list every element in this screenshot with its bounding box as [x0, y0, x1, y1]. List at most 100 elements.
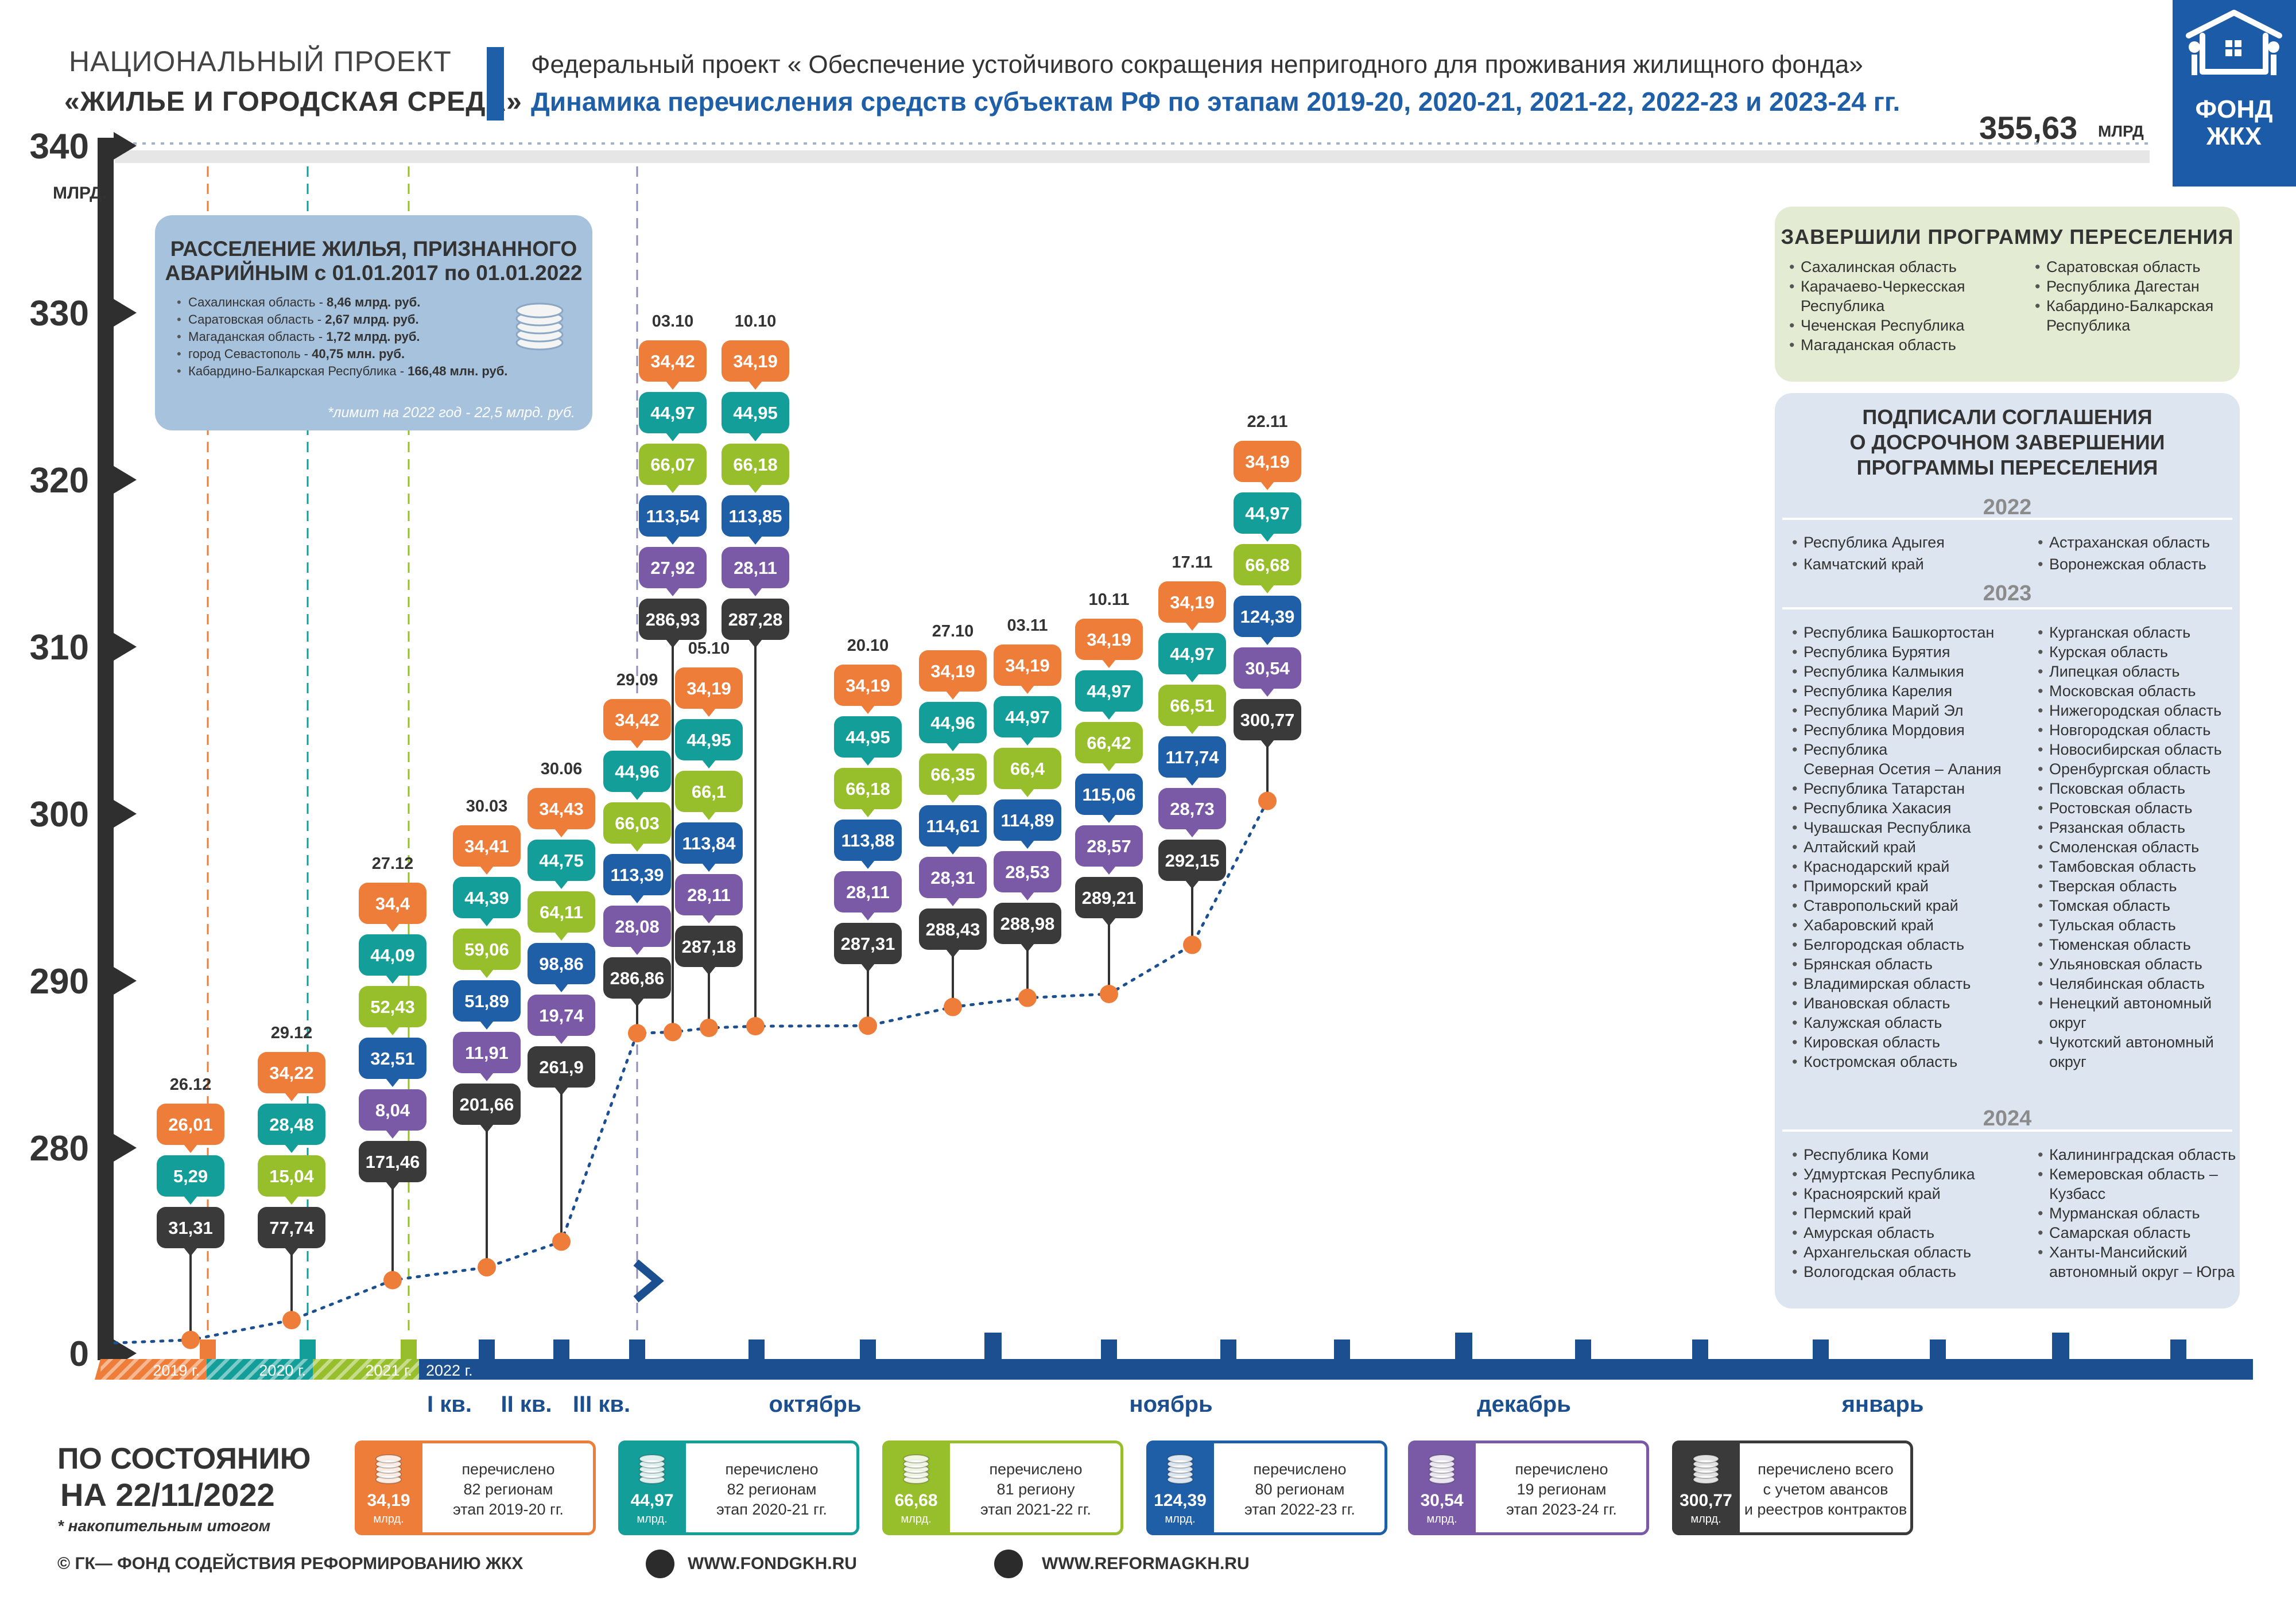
signed-region: Краснодарский край	[1792, 857, 1949, 876]
legend-description-line: перечислено	[989, 1461, 1083, 1478]
stack-value-box	[639, 340, 707, 382]
completed-region: Карачаево-Черкесская	[1789, 277, 1965, 296]
stack-box-pointer	[554, 1035, 568, 1044]
stack-box-pointer	[630, 895, 644, 903]
signed-region: Курганская область	[2038, 623, 2190, 642]
stack-value-label: 287,31	[841, 934, 895, 954]
stack-value-box	[722, 444, 789, 485]
signed-region: Республика Марий Эл	[1792, 701, 1963, 720]
cumulative-point	[746, 1017, 765, 1036]
stack-box-pointer	[666, 433, 680, 441]
legend-swatch: 44,97 млрд.	[618, 1440, 686, 1535]
signed-region: Республика Адыгея	[1792, 533, 1945, 552]
stack-value-box	[919, 857, 987, 898]
timeline-tick	[1575, 1339, 1591, 1359]
stack-value-box	[834, 820, 902, 861]
stack-value-label: 98,86	[539, 954, 584, 974]
stack-box-pointer	[480, 1124, 494, 1133]
resettle-item-name: город Севастополь -	[188, 347, 312, 361]
stack-value-label: 66,07	[650, 455, 695, 475]
stack-value-box	[722, 599, 789, 640]
stack-value-label: 66,35	[930, 764, 975, 785]
completed-region: Саратовская область	[2035, 257, 2200, 277]
stack-value-box	[1234, 544, 1301, 585]
legend-value: 34,19	[367, 1491, 410, 1510]
legend-description-line: этап 2021-22 гг.	[980, 1501, 1091, 1518]
chevron-right-icon	[633, 1259, 664, 1303]
chart-subtitle: Динамика перечисления средств субъектам …	[531, 87, 1901, 117]
timeline-cap	[95, 1359, 100, 1380]
resettle-note: *лимит на 2022 год - 22,5 млрд. руб.	[327, 405, 575, 421]
cumulative-point	[700, 1019, 718, 1038]
site-link-fondgkh[interactable]: WWW.FONDGKH.RU	[688, 1554, 857, 1573]
stack-value-box	[722, 392, 789, 433]
stack-value-box	[157, 1104, 224, 1145]
legend-description-line: этап 2019-20 гг.	[453, 1501, 564, 1518]
stack-value-label: 34,19	[930, 661, 975, 681]
stack-value-box	[359, 934, 426, 976]
resettle-item-name: Сахалинская область -	[188, 295, 327, 309]
timeline-hatch	[207, 1359, 313, 1380]
signed-region: Белгородская область	[1792, 935, 1964, 954]
stack-value-label: 31,31	[168, 1218, 213, 1238]
divider-2024-top	[1782, 1129, 2232, 1132]
timeline-tick	[2052, 1333, 2069, 1359]
legend-description-line: этап 2020-21 гг.	[716, 1501, 827, 1518]
y-tick-label: 340	[30, 127, 89, 166]
y-tick-label: 330	[30, 294, 89, 333]
stack-box-pointer	[1021, 737, 1034, 746]
signed-region: Тамбовская область	[2038, 857, 2196, 876]
stack-value-box	[994, 748, 1061, 789]
y-tick-label: 290	[30, 962, 89, 1001]
quarter-label: III кв.	[573, 1392, 630, 1417]
month-label: ноябрь	[1129, 1392, 1212, 1417]
stack-date-label: 10.11	[1089, 591, 1130, 609]
stack-value-label: 34,19	[733, 351, 778, 371]
stack-box-pointer	[946, 846, 960, 855]
legend-value: 66,68	[894, 1491, 938, 1510]
stack-value-label: 28,48	[269, 1115, 314, 1135]
stack-box-pointer	[554, 984, 568, 992]
timeline-tick	[1813, 1339, 1829, 1359]
stack-value-box	[1158, 633, 1226, 674]
stack-value-label: 28,57	[1087, 836, 1131, 856]
stack-value-label: 288,43	[926, 919, 980, 939]
stack-value-box	[603, 699, 671, 740]
stack-value-box	[994, 903, 1061, 944]
stack-date-label: 30.03	[466, 797, 508, 816]
signed-region: Амурская область	[1792, 1223, 1934, 1243]
fund-logo[interactable]: ФОНД ЖКХ	[2173, 0, 2296, 187]
stack-box-pointer	[946, 949, 960, 958]
year-2022-heading: 2022	[1983, 495, 2032, 519]
stack-date-label: 27.12	[372, 855, 414, 873]
header-divider	[487, 47, 504, 121]
stack-value-label: 27,92	[650, 558, 695, 578]
stack-box-pointer	[1021, 840, 1034, 849]
stack-value-label: 44,97	[650, 403, 695, 423]
coins-icon	[1429, 1454, 1455, 1484]
stack-value-label: 52,43	[370, 997, 415, 1017]
stack-value-label: 34,19	[1245, 452, 1290, 472]
stack-date-label: 30.06	[541, 760, 583, 778]
legend-description: перечислено 80 регионам этап 2022-23 гг.	[1215, 1459, 1384, 1520]
stack-value-box	[1075, 825, 1143, 867]
legend-description: перечислено 82 регионам этап 2019-20 гг.	[424, 1459, 593, 1520]
stack-value-label: 26,01	[168, 1115, 213, 1135]
stack-value-box	[1158, 685, 1226, 726]
legend-description-line: 80 регионам	[1255, 1481, 1345, 1498]
signed-region: округ	[2049, 1014, 2086, 1031]
signed-region: Красноярский край	[1792, 1184, 1941, 1203]
stack-value-box	[722, 495, 789, 537]
stack-value-label: 113,39	[610, 865, 664, 885]
stack-value-box	[639, 495, 707, 537]
signed-region: Республика	[1792, 740, 1887, 759]
signed-region: Воронежская область	[2038, 554, 2206, 574]
stack-value-box	[258, 1052, 325, 1093]
stack-date-label: 29.09	[616, 671, 658, 689]
site-link-reformagkh[interactable]: WWW.REFORMAGKH.RU	[1042, 1554, 1250, 1573]
stack-value-box	[1075, 774, 1143, 815]
stack-value-box	[603, 854, 671, 895]
signed-region: Ханты-Мансийский	[2038, 1243, 2188, 1262]
stack-box-pointer	[480, 1021, 494, 1030]
